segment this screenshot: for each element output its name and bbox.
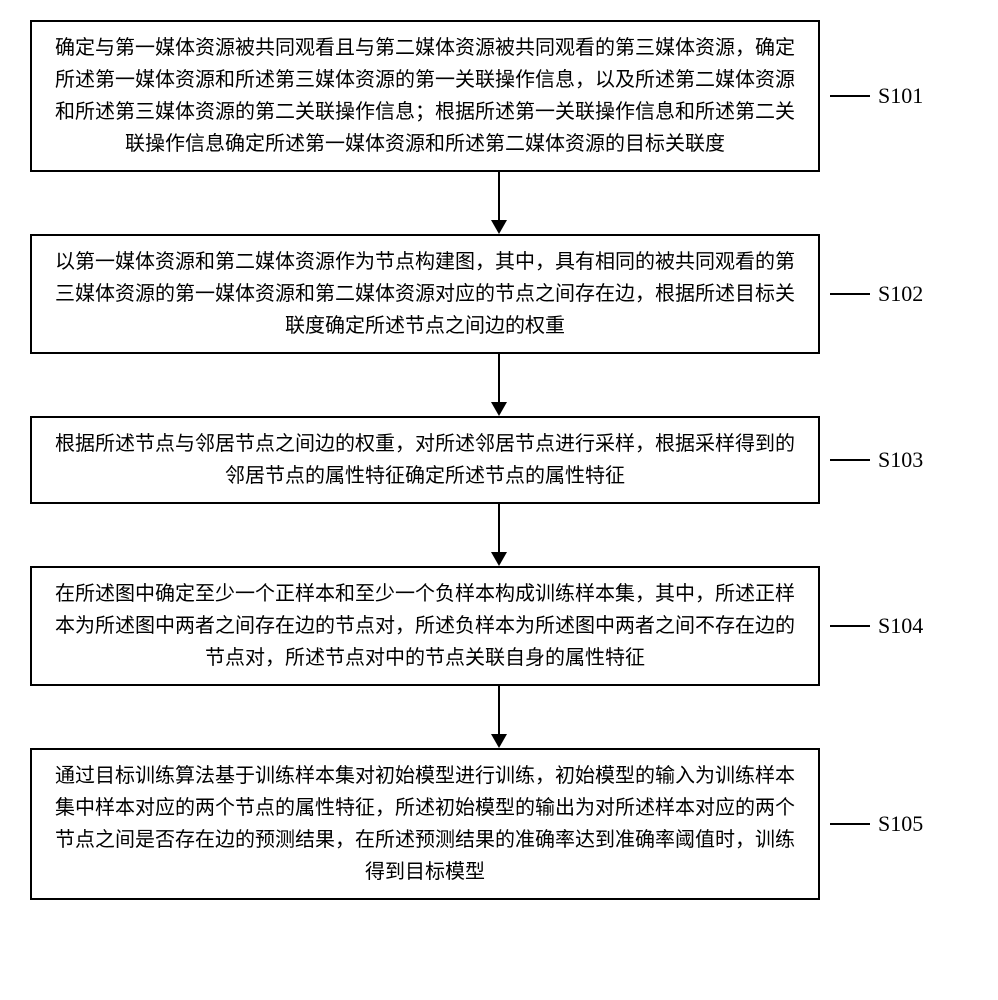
arrow-shaft [498,504,500,552]
label-connector-3: S103 [830,447,923,473]
step-label-1: S101 [878,83,923,109]
arrow-head-icon [491,552,507,566]
step-label-5: S105 [878,811,923,837]
step-label-4: S104 [878,613,923,639]
step-row-1: 确定与第一媒体资源被共同观看且与第二媒体资源被共同观看的第三媒体资源，确定所述第… [30,20,968,172]
connector-line [830,293,870,295]
connector-line [830,823,870,825]
arrow-2 [104,354,894,416]
arrow-3 [104,504,894,566]
step-box-4: 在所述图中确定至少一个正样本和至少一个负样本构成训练样本集，其中，所述正样本为所… [30,566,820,686]
arrow-head-icon [491,220,507,234]
arrow-4 [104,686,894,748]
arrow-shaft [498,354,500,402]
step-label-2: S102 [878,281,923,307]
label-connector-5: S105 [830,811,923,837]
arrow-head-icon [491,402,507,416]
label-connector-4: S104 [830,613,923,639]
connector-line [830,459,870,461]
arrow-1 [104,172,894,234]
connector-line [830,625,870,627]
arrow-shaft [498,686,500,734]
step-box-5: 通过目标训练算法基于训练样本集对初始模型进行训练，初始模型的输入为训练样本集中样… [30,748,820,900]
step-row-2: 以第一媒体资源和第二媒体资源作为节点构建图，其中，具有相同的被共同观看的第三媒体… [30,234,968,354]
step-row-5: 通过目标训练算法基于训练样本集对初始模型进行训练，初始模型的输入为训练样本集中样… [30,748,968,900]
flowchart-container: 确定与第一媒体资源被共同观看且与第二媒体资源被共同观看的第三媒体资源，确定所述第… [0,0,998,920]
arrow-shaft [498,172,500,220]
step-box-2: 以第一媒体资源和第二媒体资源作为节点构建图，其中，具有相同的被共同观看的第三媒体… [30,234,820,354]
arrow-head-icon [491,734,507,748]
label-connector-1: S101 [830,83,923,109]
step-box-3: 根据所述节点与邻居节点之间边的权重，对所述邻居节点进行采样，根据采样得到的邻居节… [30,416,820,504]
connector-line [830,95,870,97]
step-box-1: 确定与第一媒体资源被共同观看且与第二媒体资源被共同观看的第三媒体资源，确定所述第… [30,20,820,172]
label-connector-2: S102 [830,281,923,307]
step-row-4: 在所述图中确定至少一个正样本和至少一个负样本构成训练样本集，其中，所述正样本为所… [30,566,968,686]
step-row-3: 根据所述节点与邻居节点之间边的权重，对所述邻居节点进行采样，根据采样得到的邻居节… [30,416,968,504]
step-label-3: S103 [878,447,923,473]
